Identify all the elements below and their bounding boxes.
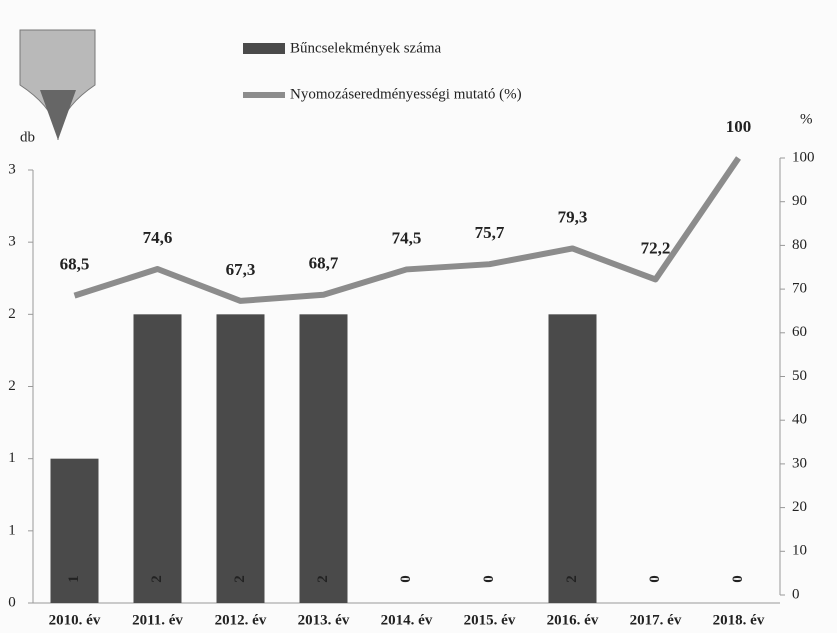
line (73, 156, 741, 304)
y2-axis-title: % (800, 111, 813, 127)
data-label: 100 (726, 117, 752, 136)
y-tick-label: 1 (8, 522, 16, 538)
y2-tick-label: 90 (792, 193, 807, 209)
legend-swatch (243, 43, 285, 54)
logo (19, 29, 96, 141)
bar-label: 0 (398, 575, 414, 583)
bar-label: 0 (481, 575, 497, 583)
y2-tick-label: 20 (792, 499, 807, 515)
legend-label: Bűncselekmények száma (290, 40, 442, 56)
y-tick-label: 2 (8, 378, 16, 394)
y2-tick-label: 10 (792, 543, 807, 559)
y-tick-label: 2 (8, 306, 16, 322)
y2-tick-label: 80 (792, 237, 807, 253)
data-label: 74,6 (143, 228, 173, 247)
x-tick-label: 2017. év (630, 612, 682, 628)
y2-tick-label: 50 (792, 368, 807, 384)
x-tick-label: 2011. év (132, 612, 183, 628)
bar (216, 314, 265, 603)
bar-label: 2 (149, 575, 165, 583)
x-tick-label: 2016. év (547, 612, 599, 628)
y2-tick-label: 70 (792, 281, 807, 297)
bar (133, 314, 182, 603)
y2-tick-label: 100 (792, 149, 815, 165)
bar (299, 314, 348, 603)
data-label: 74,5 (392, 228, 422, 247)
x-tick-label: 2010. év (49, 612, 101, 628)
y-axis-title: db (20, 129, 35, 145)
x-tick-label: 2013. év (298, 612, 350, 628)
bar-label: 0 (730, 575, 746, 583)
x-tick-label: 2015. év (464, 612, 516, 628)
bar (548, 314, 597, 603)
y-tick-label: 3 (8, 234, 16, 250)
legend-label: Nyomozáseredményességi mutató (%) (290, 86, 522, 102)
y-tick-label: 3 (8, 161, 16, 177)
y2-tick-label: 0 (792, 586, 800, 602)
data-label: 72,2 (641, 238, 671, 257)
data-label: 68,7 (309, 254, 339, 273)
bar-label: 2 (315, 575, 331, 583)
bar-label: 2 (564, 575, 580, 583)
data-label: 79,3 (558, 207, 588, 226)
legend: Bűncselekmények száma Nyomozáseredményes… (243, 40, 522, 102)
y-tick-label: 1 (8, 450, 16, 466)
y-tick-label: 0 (8, 594, 16, 610)
data-label: 68,5 (60, 255, 90, 274)
y2-tick-label: 40 (792, 412, 807, 428)
x-tick-label: 2012. év (215, 612, 267, 628)
y2-tick-label: 60 (792, 324, 807, 340)
bar-label: 2 (232, 575, 248, 583)
bar (50, 458, 99, 603)
bar-label: 0 (647, 575, 663, 583)
x-tick-label: 2014. év (381, 612, 433, 628)
data-label: 67,3 (226, 260, 256, 279)
y2-tick-label: 30 (792, 455, 807, 471)
x-tick-label: 2018. év (713, 612, 765, 628)
data-label: 75,7 (475, 223, 505, 242)
bar-label: 1 (66, 575, 82, 583)
